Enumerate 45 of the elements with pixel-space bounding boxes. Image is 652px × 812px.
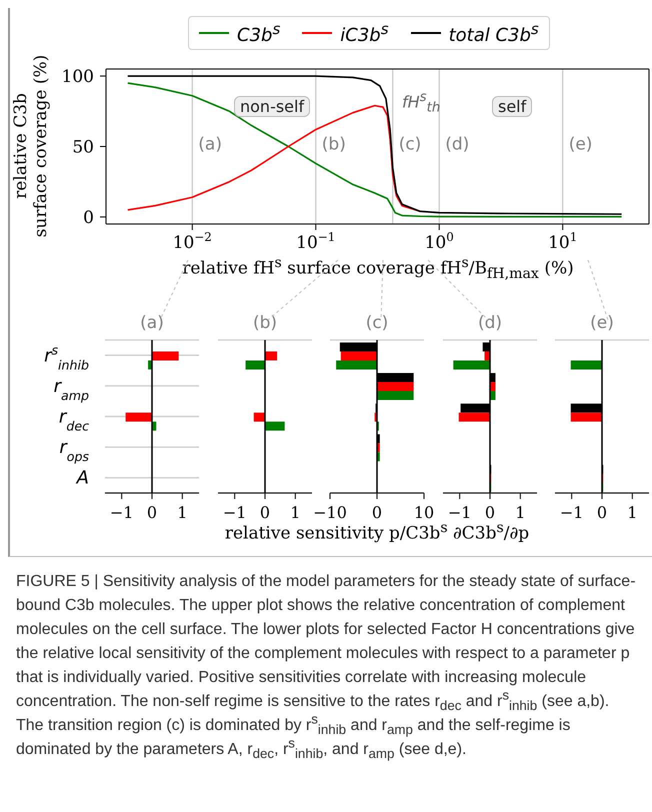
x-tick-label: 0 [260,503,270,522]
x-tick-label: 0 [484,503,496,522]
chart-title: (d) [476,313,504,333]
ref-line-label: (c) [398,134,422,155]
x-tick-label: 0 [146,503,158,522]
x-tick-label: 1 [177,503,188,522]
annotation: non-self [234,96,310,117]
x-tick-label: 0 [372,503,382,522]
x-tick-label: 10$^{−2}$ [172,230,212,253]
y-tick-label: 100 [62,67,94,88]
legend-label: iC3b$^{s}$ [340,20,389,46]
y-tick-label: r$_{amp}$ [54,376,89,402]
x-tick-label: 10$^{−1}$ [296,230,336,253]
ref-line-label: (d) [445,134,470,155]
ref-line-label: (e) [568,134,592,155]
x-tick-label: −1 [110,503,134,522]
y-tick-label: A [76,468,89,489]
x-tick-label: 10 [414,503,434,522]
text: FIGURE 5 | Sensitivity analysis of the model parameters for the steady state of surface-bound C3b molecules. The upper plot shows the relative concentration of complement molecules on the cell surface. The lower plots for selected Factor H concentrations give the relative local sensitivity of the complement molecules with respect to a parameter p that is individually varied. Positive sensitivities correlate with increasing molecule concentration. The non-self regime is sensitive to the rates r$_{dec}$ and r$^{s}$$_{inhib}$ (see a,b). The transition region (c) is dominated by r$^{s}$$_{inhib}$ and r$_{amp}$ and the self-regime is dominated by the parameters A, r$_{dec}$, r$^{s}$$_{inhib}$, and r$_{amp}$ (see d,e). [16,573,636,762]
ref-line-label: (a) [198,134,222,155]
x-tick-label: 0 [596,503,608,522]
annotation: self [492,96,532,117]
chart-title: (e) [589,313,615,333]
x-axis-title: relative sensitivity p/C3b$^{s}$ ∂C3b$^{s}$/∂p [224,520,530,544]
chart-title: (c) [364,313,390,333]
chart-title: (a) [139,313,165,333]
chart-title: (b) [252,313,278,333]
x-tick-label: 10$^{0}$ [424,230,454,253]
x-tick-label: −1 [560,503,584,522]
ref-line-label: (b) [322,134,346,155]
x-tick-label: −10 [313,503,347,522]
legend-label: total C3b$^{s}$ [448,20,539,46]
x-tick-label: 1 [515,503,526,522]
y-tick-label: r$_{ops}$ [59,437,90,464]
legend-label: C3b$^{s}$ [237,20,280,46]
x-axis-title: relative fH$^{s}$ surface coverage fH$^{s}$/B$_{fH,max}$ (%) [181,255,575,282]
x-tick-label: 10$^{1}$ [548,230,578,253]
x-tick-label: −1 [222,503,246,522]
x-tick-label: 1 [627,503,638,522]
y-tick-label: r$_{dec}$ [58,406,90,433]
y-tick-label: 0 [83,208,94,228]
y-axis-title: relative C3b surface coverage (%) [11,54,51,240]
y-tick-label: 50 [72,138,94,158]
x-tick-label: −1 [448,503,472,522]
x-tick-label: 1 [290,503,300,522]
